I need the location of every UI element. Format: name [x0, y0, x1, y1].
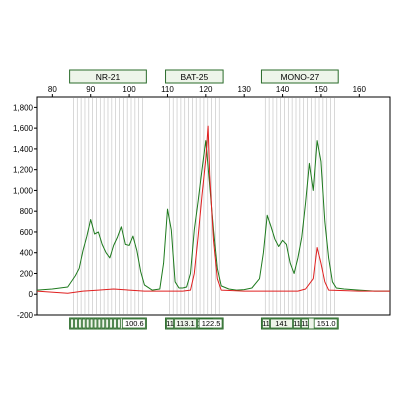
allele-bin-cell	[117, 318, 121, 329]
allele-bin-cell	[262, 318, 270, 329]
x-tick-label: 120	[199, 85, 213, 94]
y-tick-label: 1,200	[13, 166, 34, 175]
allele-cell-text: 11	[166, 319, 174, 328]
allele-cell-text: 11	[262, 319, 270, 328]
y-tick-label: 1,400	[13, 145, 34, 154]
allele-call-box[interactable]	[198, 318, 223, 329]
allele-bin-cell	[109, 318, 113, 329]
x-tick-label: 80	[48, 85, 57, 94]
marker-bar[interactable]	[260, 69, 339, 84]
allele-call-text: 100.6	[125, 319, 144, 328]
allele-cell-text: 141	[275, 319, 288, 328]
allele-bin-cell	[293, 318, 301, 329]
allele-bin-cell	[81, 318, 86, 329]
allele-bin-cell	[270, 318, 293, 329]
allele-bin-cell	[85, 318, 90, 329]
y-tick-label: 400	[20, 249, 34, 258]
y-tick-label: -200	[17, 311, 34, 320]
allele-bin-cell	[93, 318, 98, 329]
allele-bin-cell	[101, 318, 106, 329]
y-tick-label: 1,000	[13, 186, 34, 195]
y-tick-label: 1,800	[13, 103, 34, 112]
trace-line	[36, 125, 390, 294]
x-tick-label: 140	[276, 85, 290, 94]
x-tick-label: 90	[86, 85, 95, 94]
y-tick-label: 0	[29, 290, 34, 299]
allele-bin-cell	[174, 318, 197, 329]
y-tick-label: 1,600	[13, 124, 34, 133]
allele-bin-cell	[113, 318, 117, 329]
allele-bin-cell	[301, 318, 309, 329]
trace-line	[36, 140, 390, 292]
allele-call-box[interactable]	[121, 318, 146, 329]
y-tick-label: 800	[20, 207, 34, 216]
plot-area	[36, 96, 391, 316]
x-tick-label: 130	[238, 85, 252, 94]
allele-call-text: 151.0	[317, 319, 336, 328]
allele-cell-text: 11	[301, 319, 309, 328]
x-tick-label: 100	[122, 85, 136, 94]
allele-call-box[interactable]	[313, 318, 338, 329]
x-tick-label: 110	[161, 85, 174, 94]
marker-label: BAT-25	[180, 72, 208, 82]
allele-bin-cell	[105, 318, 110, 329]
allele-bar[interactable]	[69, 317, 147, 330]
y-tick-label: 200	[20, 269, 34, 278]
marker-label: MONO-27	[280, 72, 319, 82]
allele-bin-cell	[97, 318, 102, 329]
allele-cell-text: 113.1	[176, 319, 194, 328]
allele-bin-cell	[74, 318, 78, 329]
allele-bin-cell	[78, 318, 82, 329]
marker-bar[interactable]	[165, 69, 224, 84]
allele-bin-cell	[89, 318, 94, 329]
allele-cell-text: 11	[293, 319, 301, 328]
marker-bar[interactable]	[69, 69, 147, 84]
allele-bin-cell	[166, 318, 174, 329]
y-tick-label: 600	[20, 228, 34, 237]
allele-bar[interactable]	[165, 317, 224, 330]
allele-bar[interactable]	[260, 317, 339, 330]
marker-label: NR-21	[96, 72, 121, 82]
allele-bin-cell	[70, 318, 74, 329]
x-tick-label: 150	[314, 85, 328, 94]
allele-call-text: 122.5	[202, 319, 221, 328]
x-tick-label: 160	[353, 85, 367, 94]
